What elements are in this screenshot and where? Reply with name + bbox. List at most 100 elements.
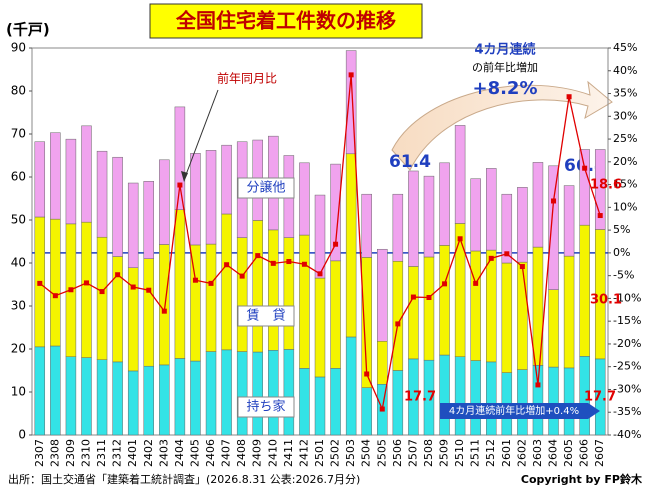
x-tick-label: 2602 <box>515 439 528 467</box>
x-tick-label: 2607 <box>593 439 606 467</box>
bar-segment <box>314 194 326 279</box>
bar-segment <box>423 256 435 361</box>
x-tick-label: 2604 <box>547 439 560 467</box>
bar-segment <box>454 223 466 357</box>
x-tick-label: 2512 <box>484 439 497 467</box>
chart-title: 全国住宅着工件数の推移 <box>175 9 396 33</box>
x-tick-label: 2508 <box>422 439 435 467</box>
y2-tick-label: 40% <box>613 64 637 77</box>
bar-segment <box>330 368 341 436</box>
annotation: 4カ月連続 <box>474 42 535 58</box>
yoy-marker <box>379 406 385 412</box>
x-tick-label: 2307 <box>33 439 46 467</box>
y2-tick-label: 20% <box>613 155 637 168</box>
yoy-marker <box>519 264 525 270</box>
bar-segment <box>532 162 544 248</box>
x-tick-label: 2411 <box>282 439 295 467</box>
yoy-marker <box>146 287 152 293</box>
x-tick-label: 2509 <box>438 439 451 467</box>
x-tick-label: 2506 <box>391 439 404 467</box>
bar-segment <box>470 250 481 361</box>
bar-segment <box>159 364 170 436</box>
x-tick-label: 2310 <box>79 439 92 467</box>
yoy-marker <box>83 280 89 286</box>
y2-tick-label: 30% <box>613 109 637 122</box>
y2-tick-label: -20% <box>613 337 641 350</box>
bar-segment <box>470 360 481 436</box>
yoy-marker <box>442 281 448 287</box>
bar-segment <box>345 336 357 436</box>
yoy-marker <box>239 273 245 279</box>
bar-segment <box>143 258 154 367</box>
bar-segment <box>299 234 310 369</box>
bar-segment <box>299 162 310 236</box>
x-tick-label: 2511 <box>469 439 482 467</box>
bar-segment <box>50 345 61 436</box>
bar-segment <box>190 153 201 246</box>
bar-segment <box>268 229 279 351</box>
note: 4カ月連続前年比増加+0.4% <box>449 404 579 417</box>
x-tick-label: 2308 <box>48 439 61 467</box>
bar-segment <box>65 356 77 436</box>
series-label-box <box>237 396 295 418</box>
bar-segment <box>299 368 310 436</box>
bar-segment <box>96 150 108 238</box>
bar-segment <box>548 289 559 368</box>
series-label: 賃 貸 <box>246 308 285 324</box>
bar-segment <box>174 209 186 359</box>
yoy-marker <box>52 293 58 299</box>
yoy-marker <box>473 280 479 286</box>
bar-segment <box>221 213 232 351</box>
bar-segment <box>221 349 232 436</box>
yoy-marker <box>177 182 183 188</box>
bar-segment <box>252 351 263 436</box>
series-label-box <box>237 177 295 199</box>
bar-segment <box>563 255 575 369</box>
data-label: 17.7 <box>404 390 436 405</box>
yoy-marker <box>224 262 230 268</box>
bar-segment <box>34 346 46 436</box>
bar-segment <box>205 150 217 245</box>
y-tick-label: 50 <box>11 213 26 227</box>
bar-segment <box>377 248 388 342</box>
y2-tick-label: -15% <box>613 314 641 327</box>
bar-segment <box>361 193 372 258</box>
bar-segment <box>143 365 154 436</box>
bar-segment <box>50 218 61 347</box>
data-label: 18.6 <box>590 178 622 193</box>
bar-segment <box>594 149 606 230</box>
data-label: 30.1 <box>590 293 622 308</box>
bar-segment <box>236 237 248 352</box>
x-tick-label: 2603 <box>531 439 544 467</box>
x-tick-label: 2606 <box>578 439 591 467</box>
x-tick-label: 2408 <box>235 439 248 467</box>
bar-segment <box>127 267 139 372</box>
bar-segment <box>50 132 61 220</box>
bar-segment <box>314 277 326 378</box>
y-tick-label: 40 <box>11 256 26 270</box>
yoy-marker <box>535 382 541 388</box>
x-tick-label: 2401 <box>126 439 139 467</box>
bar-segment <box>159 244 170 366</box>
bar-segment <box>283 349 295 436</box>
series-label: 前年同月比 <box>217 71 277 86</box>
x-tick-label: 2601 <box>500 439 513 467</box>
yoy-marker <box>364 371 370 377</box>
bar-segment <box>486 361 497 436</box>
y2-tick-label: -30% <box>613 382 641 395</box>
bar-segment <box>423 175 435 258</box>
title-box <box>149 3 423 39</box>
bar-segment <box>159 159 170 245</box>
x-tick-label: 2501 <box>313 439 326 467</box>
y2-tick-label: -40% <box>613 428 641 441</box>
bar-segment <box>65 138 77 225</box>
bar-segment <box>268 350 279 436</box>
bar-segment <box>96 236 108 360</box>
bar-segment <box>408 266 419 360</box>
bar-segment <box>517 187 528 263</box>
y2-tick-label: 25% <box>613 132 637 145</box>
y-tick-label: 90 <box>11 41 26 55</box>
y-tick-label: 70 <box>11 127 26 141</box>
y2-tick-label: 5% <box>613 223 630 236</box>
